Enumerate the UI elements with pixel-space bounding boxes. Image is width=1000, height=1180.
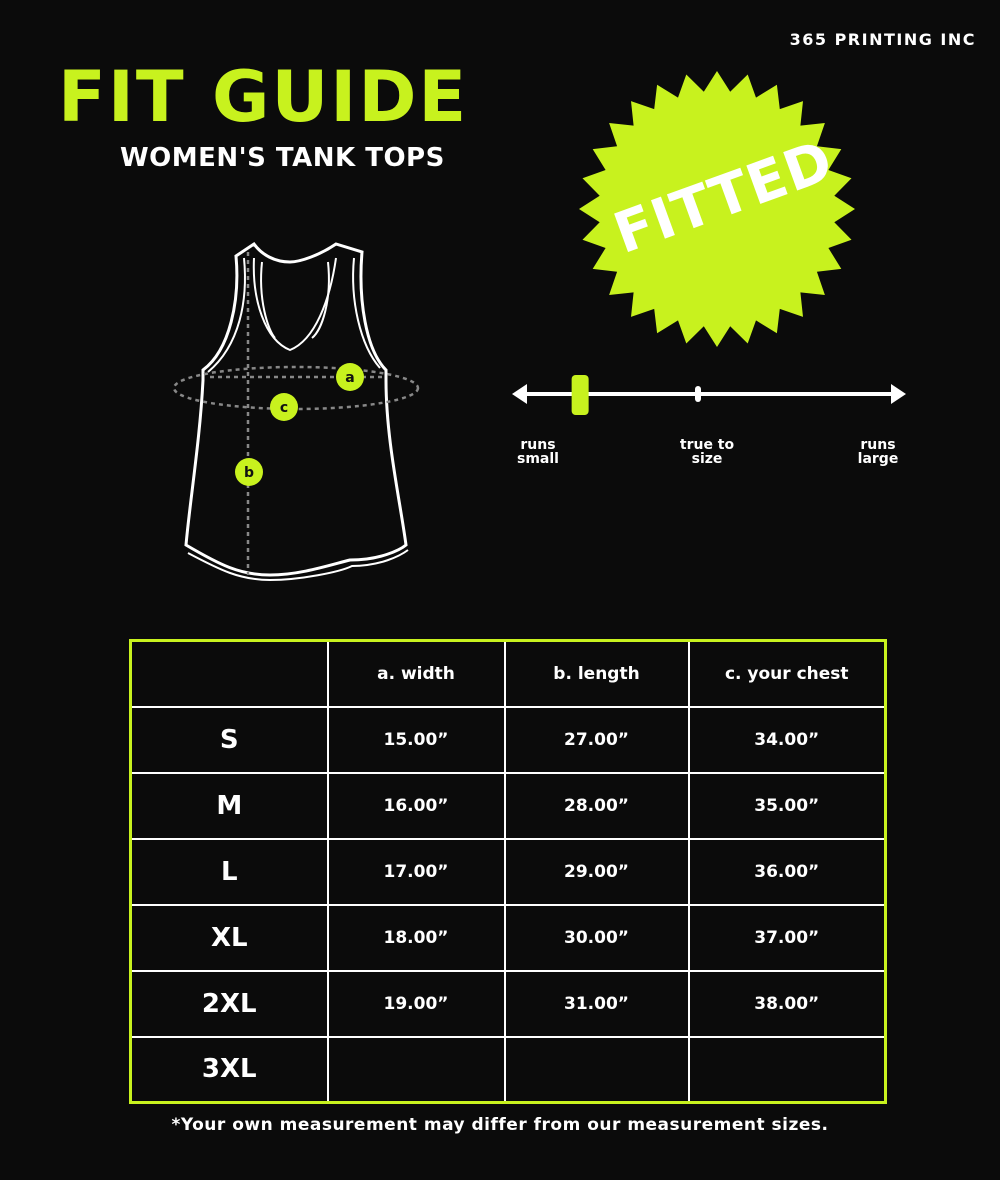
table-row: M 16.00” 28.00” 35.00” (129, 771, 887, 840)
fit-marker (571, 375, 589, 415)
measurement-cell: 37.00” (687, 903, 887, 972)
table-row: L 17.00” 29.00” 36.00” (129, 837, 887, 906)
table-row: 2XL 19.00” 31.00” 38.00” (129, 969, 887, 1038)
size-label: 2XL (129, 969, 329, 1038)
tank-top-diagram (184, 241, 409, 582)
footnote: *Your own measurement may differ from ou… (171, 1115, 829, 1135)
marker-b-label: b (244, 465, 254, 481)
size-label: L (129, 837, 329, 906)
measurement-cell: 15.00” (326, 705, 506, 774)
table-row: S 15.00” 27.00” 34.00” (129, 705, 887, 774)
marker-b: b (235, 458, 263, 486)
table-header-row: a. width b. length c. your chest (129, 639, 887, 708)
measurement-cell: 38.00” (687, 969, 887, 1038)
measurement-cell: 30.00” (503, 903, 690, 972)
measurement-cell: 31.00” (503, 969, 690, 1038)
size-label: XL (129, 903, 329, 972)
arrow-left-icon (512, 384, 527, 404)
marker-a-label: a (345, 370, 354, 386)
illustrations: a c b (172, 71, 906, 582)
page-title: FIT GUIDE (58, 56, 469, 138)
brand-name: 365 PRINTING INC (789, 30, 976, 49)
measurement-cell: 28.00” (503, 771, 690, 840)
scale-label-runs-large: runs large (857, 437, 899, 467)
measurement-cell (503, 1035, 690, 1104)
marker-c: c (270, 393, 298, 421)
page-subtitle: WOMEN'S TANK TOPS (120, 143, 445, 173)
fit-scale (512, 375, 906, 415)
table-row: 3XL (129, 1035, 887, 1104)
size-label: S (129, 705, 329, 774)
measurement-cell: 29.00” (503, 837, 690, 906)
measurement-cell: 16.00” (326, 771, 506, 840)
marker-a: a (336, 363, 364, 391)
size-label: 3XL (129, 1035, 329, 1104)
table-row: XL 18.00” 30.00” 37.00” (129, 903, 887, 972)
header-cell (129, 639, 329, 708)
measurement-cell: 34.00” (687, 705, 887, 774)
scale-label-true-to-size: true to size (679, 437, 735, 467)
measurement-cell: 17.00” (326, 837, 506, 906)
true-to-size-tick (695, 386, 701, 402)
measurement-cell: 27.00” (503, 705, 690, 774)
header-cell: c. your chest (687, 639, 887, 708)
measurement-cell: 18.00” (326, 903, 506, 972)
header-cell: a. width (326, 639, 506, 708)
measurement-cell (326, 1035, 506, 1104)
size-table: a. width b. length c. your chest S 15.00”… (129, 639, 887, 1104)
measurement-cell (687, 1035, 887, 1104)
measurement-cell: 36.00” (687, 837, 887, 906)
arrow-right-icon (891, 384, 906, 404)
marker-c-label: c (280, 400, 288, 416)
scale-label-runs-small: runs small (517, 437, 559, 467)
header-cell: b. length (503, 639, 690, 708)
size-label: M (129, 771, 329, 840)
fitted-badge-starburst (579, 71, 855, 347)
measurement-cell: 19.00” (326, 969, 506, 1038)
measurement-cell: 35.00” (687, 771, 887, 840)
